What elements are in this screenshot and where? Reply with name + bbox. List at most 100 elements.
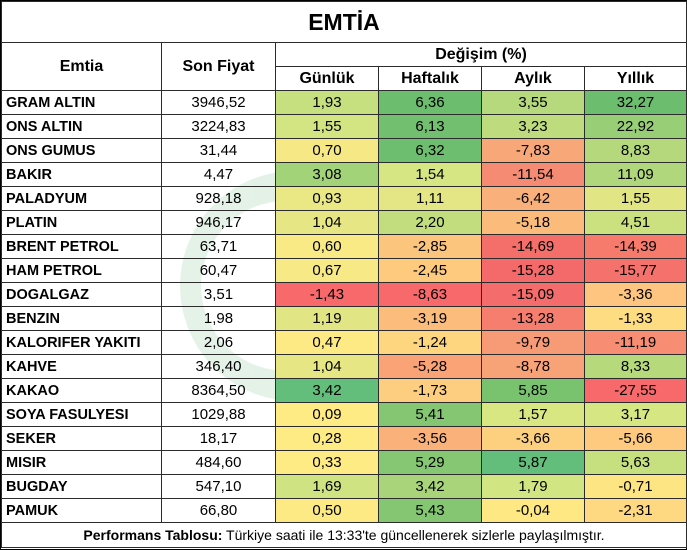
table-row: BUGDAY 547,10 1,69 3,42 1,79 -0,71 (1, 474, 687, 499)
weekly-change: 1,54 (378, 162, 482, 187)
weekly-change: -8,63 (378, 282, 482, 307)
weekly-change: 1,11 (378, 186, 482, 211)
header-last-price: Son Fiyat (161, 42, 276, 91)
yearly-change: -1,33 (584, 306, 687, 331)
commodity-name: PALADYUM (1, 186, 162, 211)
commodity-name: KAHVE (1, 354, 162, 379)
yearly-change: -27,55 (584, 378, 687, 403)
daily-change: 3,08 (275, 162, 379, 187)
table-row: KAKAO 8364,50 3,42 -1,73 5,85 -27,55 (1, 378, 687, 403)
table-row: SEKER 18,17 0,28 -3,56 -3,66 -5,66 (1, 426, 687, 451)
daily-change: 1,04 (275, 354, 379, 379)
yearly-change: -11,19 (584, 330, 687, 355)
monthly-change: -5,18 (481, 210, 585, 235)
commodity-name: SOYA FASULYESI (1, 402, 162, 427)
monthly-change: -15,28 (481, 258, 585, 283)
header-change-group: Değişim (%) (275, 42, 687, 67)
last-price: 484,60 (161, 450, 276, 475)
footer-label: Performans Tablosu: (83, 527, 223, 543)
commodity-name: DOGALGAZ (1, 282, 162, 307)
yearly-change: 3,17 (584, 402, 687, 427)
commodity-name: KAKAO (1, 378, 162, 403)
yearly-change: 5,63 (584, 450, 687, 475)
yearly-change: 32,27 (584, 90, 687, 115)
weekly-change: -1,73 (378, 378, 482, 403)
daily-change: 0,60 (275, 234, 379, 259)
table-row: ONS ALTIN 3224,83 1,55 6,13 3,23 22,92 (1, 114, 687, 139)
daily-change: 0,28 (275, 426, 379, 451)
commodity-name: ONS GUMUS (1, 138, 162, 163)
last-price: 3224,83 (161, 114, 276, 139)
last-price: 8364,50 (161, 378, 276, 403)
last-price: 66,80 (161, 498, 276, 523)
yearly-change: 8,83 (584, 138, 687, 163)
commodity-name: MISIR (1, 450, 162, 475)
last-price: 63,71 (161, 234, 276, 259)
table-row: GRAM ALTIN 3946,52 1,93 6,36 3,55 32,27 (1, 90, 687, 115)
daily-change: 1,19 (275, 306, 379, 331)
table-footer: Performans Tablosu: Türkiye saati ile 13… (1, 522, 687, 548)
yearly-change: 4,51 (584, 210, 687, 235)
last-price: 3,51 (161, 282, 276, 307)
last-price: 1,98 (161, 306, 276, 331)
monthly-change: 3,23 (481, 114, 585, 139)
header-weekly: Haftalık (378, 66, 482, 91)
last-price: 346,40 (161, 354, 276, 379)
daily-change: 1,04 (275, 210, 379, 235)
table-row: HAM PETROL 60,47 0,67 -2,45 -15,28 -15,77 (1, 258, 687, 283)
last-price: 18,17 (161, 426, 276, 451)
table-row: SOYA FASULYESI 1029,88 0,09 5,41 1,57 3,17 (1, 402, 687, 427)
yearly-change: 8,33 (584, 354, 687, 379)
table-row: PAMUK 66,80 0,50 5,43 -0,04 -2,31 (1, 498, 687, 523)
monthly-change: -7,83 (481, 138, 585, 163)
footer-text: Türkiye saati ile 13:33'te güncellenerek… (222, 527, 605, 543)
commodity-name: BAKIR (1, 162, 162, 187)
commodity-name: HAM PETROL (1, 258, 162, 283)
daily-change: 0,70 (275, 138, 379, 163)
table-row: DOGALGAZ 3,51 -1,43 -8,63 -15,09 -3,36 (1, 282, 687, 307)
yearly-change: -5,66 (584, 426, 687, 451)
table-row: KALORIFER YAKITI 2,06 0,47 -1,24 -9,79 -11,19 (1, 330, 687, 355)
monthly-change: -13,28 (481, 306, 585, 331)
monthly-change: -0,04 (481, 498, 585, 523)
header-monthly: Aylık (481, 66, 585, 91)
commodity-name: GRAM ALTIN (1, 90, 162, 115)
daily-change: 0,33 (275, 450, 379, 475)
last-price: 547,10 (161, 474, 276, 499)
monthly-change: -14,69 (481, 234, 585, 259)
commodity-name: BUGDAY (1, 474, 162, 499)
header-yearly: Yıllık (584, 66, 687, 91)
yearly-change: -0,71 (584, 474, 687, 499)
table-body: GRAM ALTIN 3946,52 1,93 6,36 3,55 32,27 ONS AL… (1, 90, 687, 523)
last-price: 31,44 (161, 138, 276, 163)
yearly-change: -14,39 (584, 234, 687, 259)
last-price: 60,47 (161, 258, 276, 283)
yearly-change: 1,55 (584, 186, 687, 211)
weekly-change: 3,42 (378, 474, 482, 499)
monthly-change: -3,66 (481, 426, 585, 451)
table-row: KAHVE 346,40 1,04 -5,28 -8,78 8,33 (1, 354, 687, 379)
commodity-name: BENZIN (1, 306, 162, 331)
commodity-name: KALORIFER YAKITI (1, 330, 162, 355)
weekly-change: 2,20 (378, 210, 482, 235)
weekly-change: 5,41 (378, 402, 482, 427)
weekly-change: 6,13 (378, 114, 482, 139)
commodity-name: BRENT PETROL (1, 234, 162, 259)
table-row: PLATIN 946,17 1,04 2,20 -5,18 4,51 (1, 210, 687, 235)
monthly-change: -8,78 (481, 354, 585, 379)
last-price: 1029,88 (161, 402, 276, 427)
yearly-change: -3,36 (584, 282, 687, 307)
monthly-change: -11,54 (481, 162, 585, 187)
last-price: 2,06 (161, 330, 276, 355)
table-row: MISIR 484,60 0,33 5,29 5,87 5,63 (1, 450, 687, 475)
monthly-change: 1,57 (481, 402, 585, 427)
monthly-change: 5,85 (481, 378, 585, 403)
weekly-change: 5,29 (378, 450, 482, 475)
weekly-change: -5,28 (378, 354, 482, 379)
commodity-name: PLATIN (1, 210, 162, 235)
monthly-change: 1,79 (481, 474, 585, 499)
daily-change: 0,09 (275, 402, 379, 427)
commodity-name: ONS ALTIN (1, 114, 162, 139)
table-row: BAKIR 4,47 3,08 1,54 -11,54 11,09 (1, 162, 687, 187)
monthly-change: -6,42 (481, 186, 585, 211)
